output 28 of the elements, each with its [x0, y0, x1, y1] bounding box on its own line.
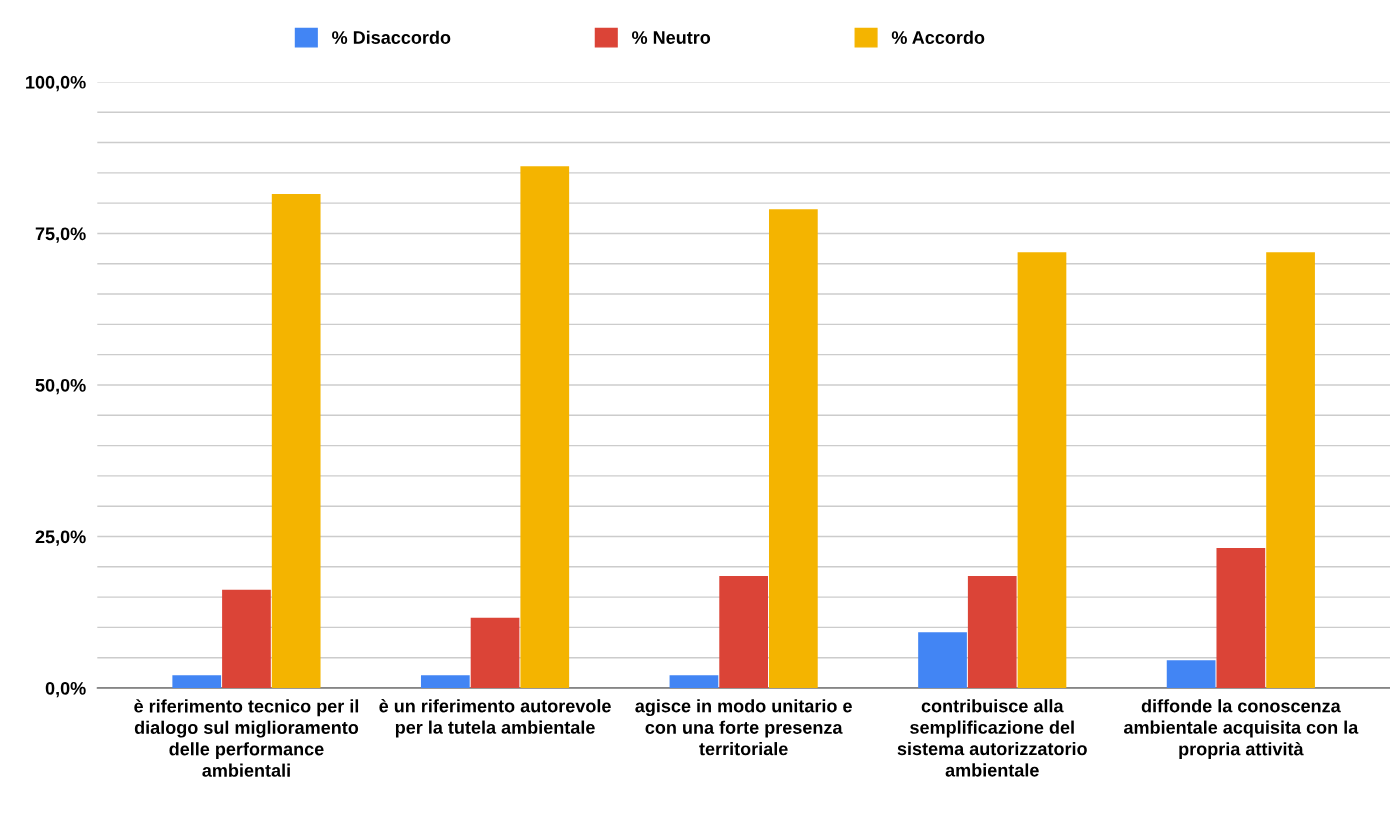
bar — [1017, 252, 1067, 689]
bar — [271, 194, 321, 689]
x-tick-label: contribuisce alla semplificazione del sistema autorizzatorio ambientale — [897, 699, 1087, 777]
y-tick-label: 25,0% — [35, 530, 86, 546]
bar — [420, 675, 470, 689]
y-tick-label: 100,0% — [26, 75, 86, 92]
y-tick-label: 50,0% — [35, 378, 86, 395]
legend-label: % Accordo — [891, 30, 985, 44]
bar — [1216, 548, 1266, 689]
x-tick-label: è riferimento tecnico per il dialogo sul miglioramento delle performance ambientali — [134, 699, 359, 777]
bar — [918, 632, 967, 689]
bar — [172, 675, 222, 689]
bar — [719, 575, 769, 689]
bar — [222, 589, 271, 689]
y-tick-label: 75,0% — [35, 227, 86, 243]
bar — [769, 209, 818, 689]
bar — [669, 675, 719, 689]
bar — [967, 575, 1017, 689]
bar — [1266, 252, 1315, 689]
x-tick-label: diffonde la conoscenza ambientale acquisita con la propria attività — [1123, 699, 1359, 760]
bar — [520, 166, 570, 689]
x-tick-label: agisce in modo unitario e con una forte presenza territoriale — [635, 699, 852, 756]
legend-label: % Disaccordo — [332, 30, 451, 44]
y-tick-label: 0,0% — [45, 681, 86, 698]
x-tick-label: è un riferimento autorevole per la tutela ambientale — [379, 698, 611, 738]
bar — [470, 617, 520, 689]
bar — [1166, 660, 1216, 689]
legend-label: % Neutro — [632, 31, 711, 44]
